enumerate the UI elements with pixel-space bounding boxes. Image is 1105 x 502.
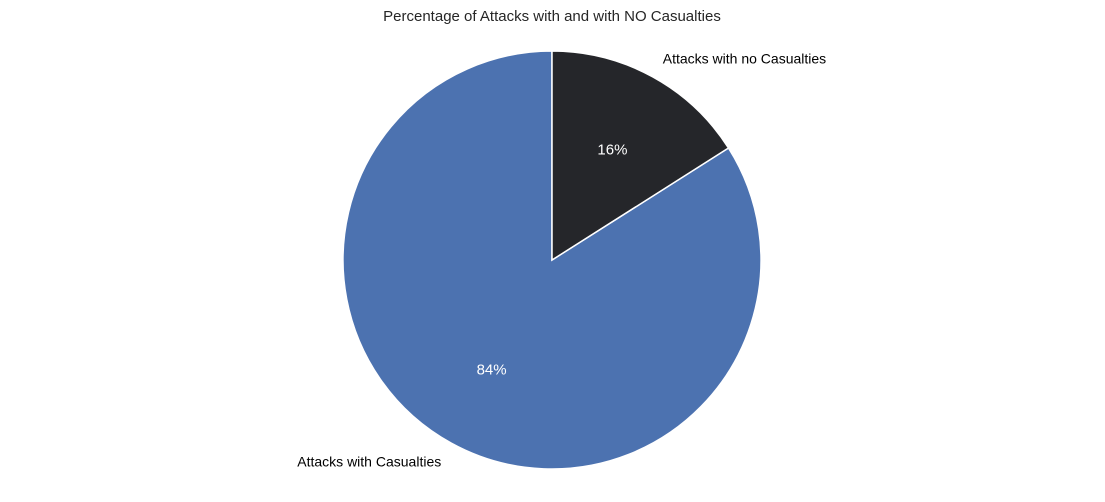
chart-title: Percentage of Attacks with and with NO C…: [383, 8, 721, 25]
pie-pct-label-0: 84%: [477, 361, 507, 378]
pie-slice-1: [551, 50, 730, 262]
pie-category-label-1: Attacks with no Casualties: [663, 51, 826, 67]
pie-labels: 84% Attacks with Casualties 16% Attacks wit…: [297, 51, 826, 470]
pie-category-label-0: Attacks with Casualties: [297, 453, 441, 469]
pie-pct-label-1: 16%: [597, 142, 627, 159]
pie-slices: [342, 50, 762, 470]
